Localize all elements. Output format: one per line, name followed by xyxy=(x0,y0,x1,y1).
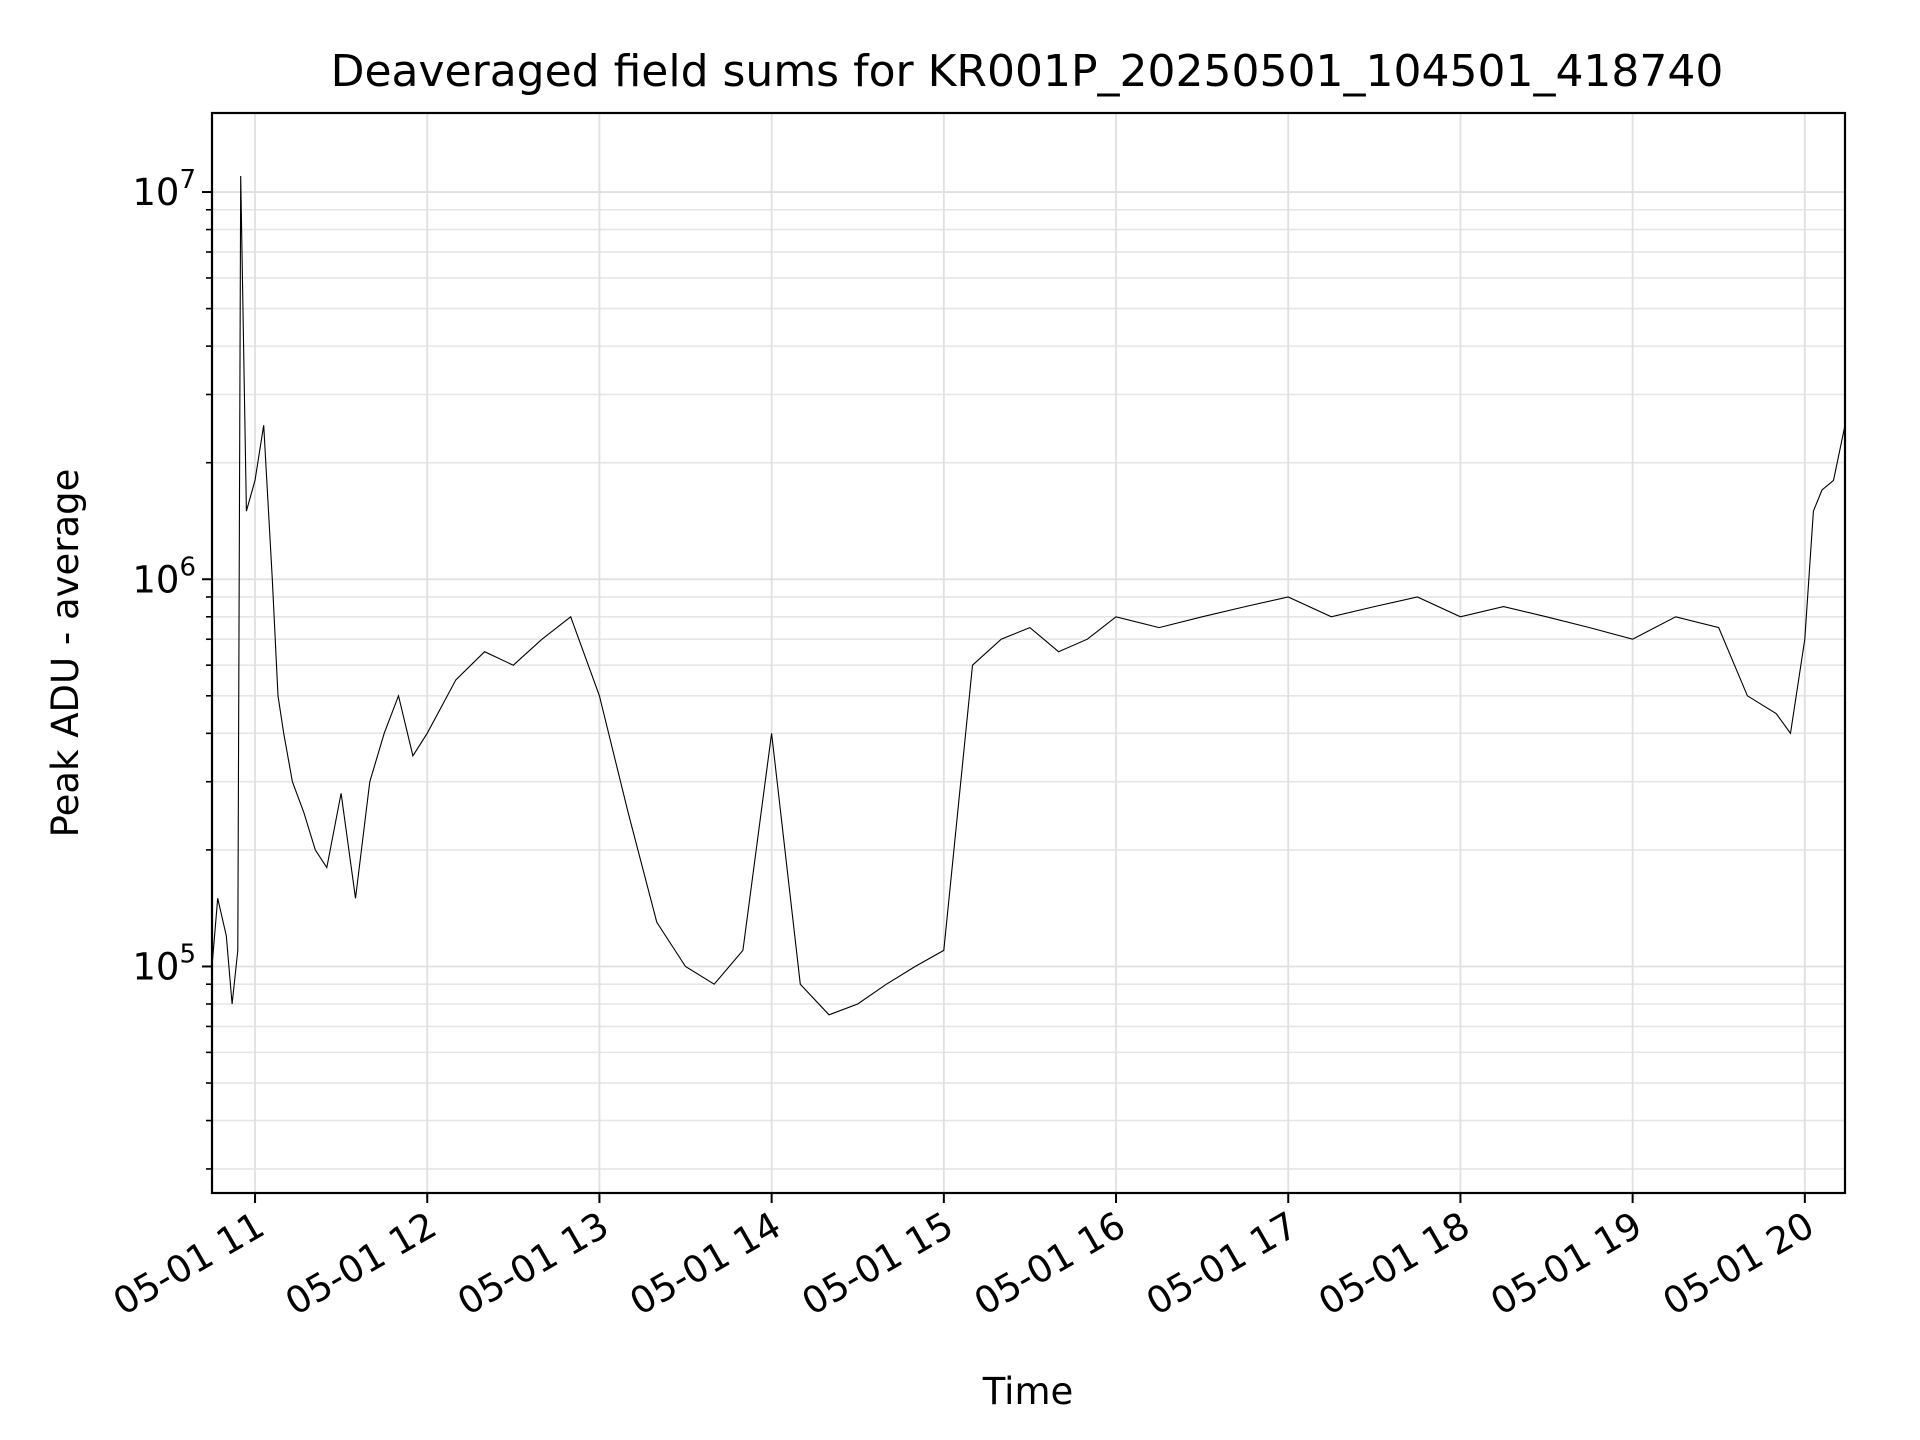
plot-frame xyxy=(210,111,1847,1195)
y-tick-label: 107 xyxy=(132,165,196,214)
y-tick-label: 106 xyxy=(132,552,196,601)
major-gridlines xyxy=(212,113,1845,1193)
y-tick-label: 105 xyxy=(132,939,196,988)
minor-gridlines xyxy=(212,208,1845,1170)
y-axis: 105 106 107 xyxy=(132,165,212,1170)
chart-title: Deaveraged field sums for KR001P_2025050… xyxy=(331,46,1724,97)
x-axis-label: Time xyxy=(982,1370,1074,1413)
series-line xyxy=(212,175,1845,1016)
y-axis-label: Peak ADU - average xyxy=(44,469,87,838)
